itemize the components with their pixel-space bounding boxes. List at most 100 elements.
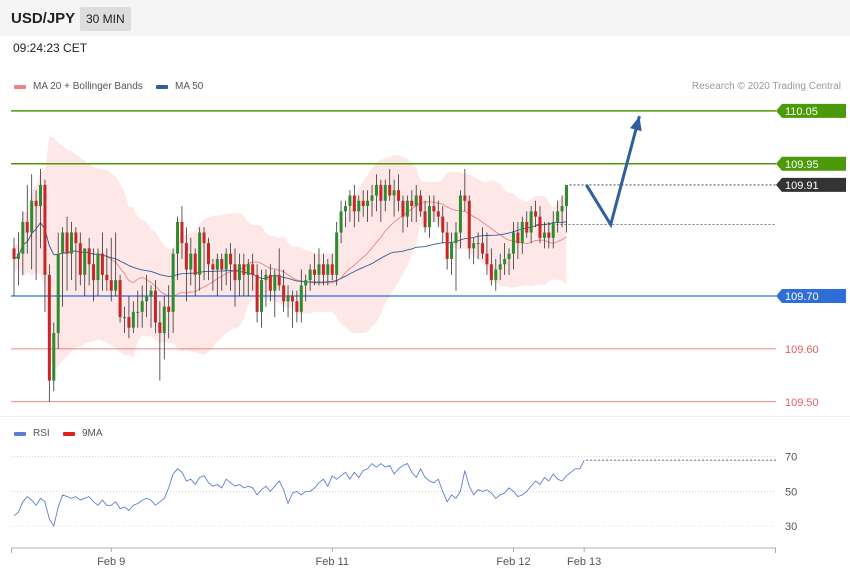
- candle-body: [388, 184, 392, 196]
- candle: [542, 221, 546, 249]
- candle: [335, 221, 339, 286]
- candle-body: [392, 190, 396, 196]
- timeframe-button[interactable]: 30 MIN: [80, 7, 131, 31]
- candle-body: [61, 232, 65, 254]
- legend-9ma-swatch: [63, 431, 75, 436]
- level-109-70-label: 109.70: [785, 291, 819, 303]
- candle-body: [308, 269, 312, 281]
- candle-body: [405, 200, 409, 217]
- candle-body: [485, 253, 489, 265]
- candle: [348, 190, 352, 222]
- candle-body: [39, 184, 43, 207]
- candle-body: [458, 195, 462, 233]
- candle-body: [463, 195, 467, 201]
- candle: [21, 211, 25, 275]
- candle: [401, 195, 405, 233]
- candle-body: [206, 243, 210, 265]
- candle: [56, 232, 60, 349]
- candle-body: [503, 258, 507, 265]
- candle-body: [202, 232, 206, 244]
- candle: [330, 253, 334, 281]
- candle: [264, 269, 268, 307]
- candle: [127, 295, 131, 339]
- candle: [215, 253, 219, 296]
- copyright-text: Research © 2020 Trading Central: [691, 81, 841, 92]
- candle: [30, 174, 34, 270]
- candle-body: [83, 248, 87, 275]
- forecast-path: [585, 115, 641, 229]
- candle: [211, 258, 215, 291]
- time-axis-label: Feb 9: [97, 556, 125, 568]
- legend-ma50-label: MA 50: [175, 81, 204, 92]
- candle: [83, 248, 87, 296]
- candle: [282, 269, 286, 312]
- candle: [494, 258, 498, 291]
- candle: [458, 190, 462, 249]
- candle: [140, 285, 144, 328]
- candle-body: [136, 311, 140, 313]
- candle: [410, 190, 414, 222]
- candle-body: [330, 264, 334, 275]
- candle: [39, 169, 43, 249]
- candle-body: [21, 221, 25, 254]
- candle-body: [264, 274, 268, 281]
- candle: [237, 253, 241, 296]
- candle: [481, 227, 485, 259]
- candle-body: [43, 184, 47, 275]
- candle-body: [224, 253, 228, 270]
- candle: [445, 221, 449, 270]
- candle: [233, 248, 237, 307]
- candle-body: [87, 248, 91, 265]
- candle: [388, 169, 392, 201]
- candle: [565, 184, 568, 233]
- candle: [370, 184, 374, 217]
- candle-body: [542, 232, 546, 238]
- candle-body: [454, 232, 458, 244]
- candle-body: [153, 290, 157, 323]
- candle: [507, 248, 511, 275]
- candle: [78, 232, 82, 286]
- candle-body: [105, 274, 109, 281]
- candle-body: [171, 253, 175, 312]
- candle: [220, 253, 224, 291]
- level-109-60-label: 109.60: [785, 344, 819, 356]
- candle-body: [352, 195, 356, 212]
- candle-body: [366, 200, 370, 207]
- rsi-tick-30: 30: [785, 521, 797, 533]
- candle: [180, 206, 184, 259]
- rsi-panel: 70 50 30: [11, 452, 797, 533]
- time-axis-label: Feb 12: [496, 556, 530, 568]
- candle-body: [565, 184, 568, 207]
- candle: [100, 232, 104, 291]
- level-labels: 110.05 109.95 109.91 109.70 109.60 109.50: [776, 103, 846, 409]
- candle-body: [109, 280, 113, 291]
- candle-body: [16, 253, 20, 259]
- candle: [374, 174, 378, 212]
- candle-body: [65, 232, 69, 254]
- level-109-95-label: 109.95: [785, 159, 819, 171]
- candle: [344, 200, 347, 228]
- candle: [136, 290, 140, 328]
- candle: [105, 248, 109, 291]
- candle-body: [560, 206, 564, 212]
- candle: [114, 232, 118, 296]
- forecast-arrow: [585, 115, 642, 229]
- candle-body: [211, 264, 215, 270]
- candle-body: [516, 232, 520, 244]
- rsi-tick-70: 70: [785, 452, 797, 464]
- candle-body: [507, 253, 511, 259]
- candle: [547, 221, 551, 249]
- candle: [145, 274, 149, 318]
- candle-body: [432, 206, 436, 212]
- candle: [427, 195, 431, 238]
- candle-body: [74, 232, 78, 244]
- time-axis-label: Feb 11: [316, 556, 349, 568]
- candle: [167, 285, 171, 339]
- candle: [290, 290, 294, 328]
- candle-body: [414, 195, 418, 207]
- legend-ma20-label: MA 20 + Bollinger Bands: [33, 81, 143, 92]
- candle-body: [321, 264, 325, 275]
- candle: [171, 248, 175, 334]
- candle: [25, 184, 29, 254]
